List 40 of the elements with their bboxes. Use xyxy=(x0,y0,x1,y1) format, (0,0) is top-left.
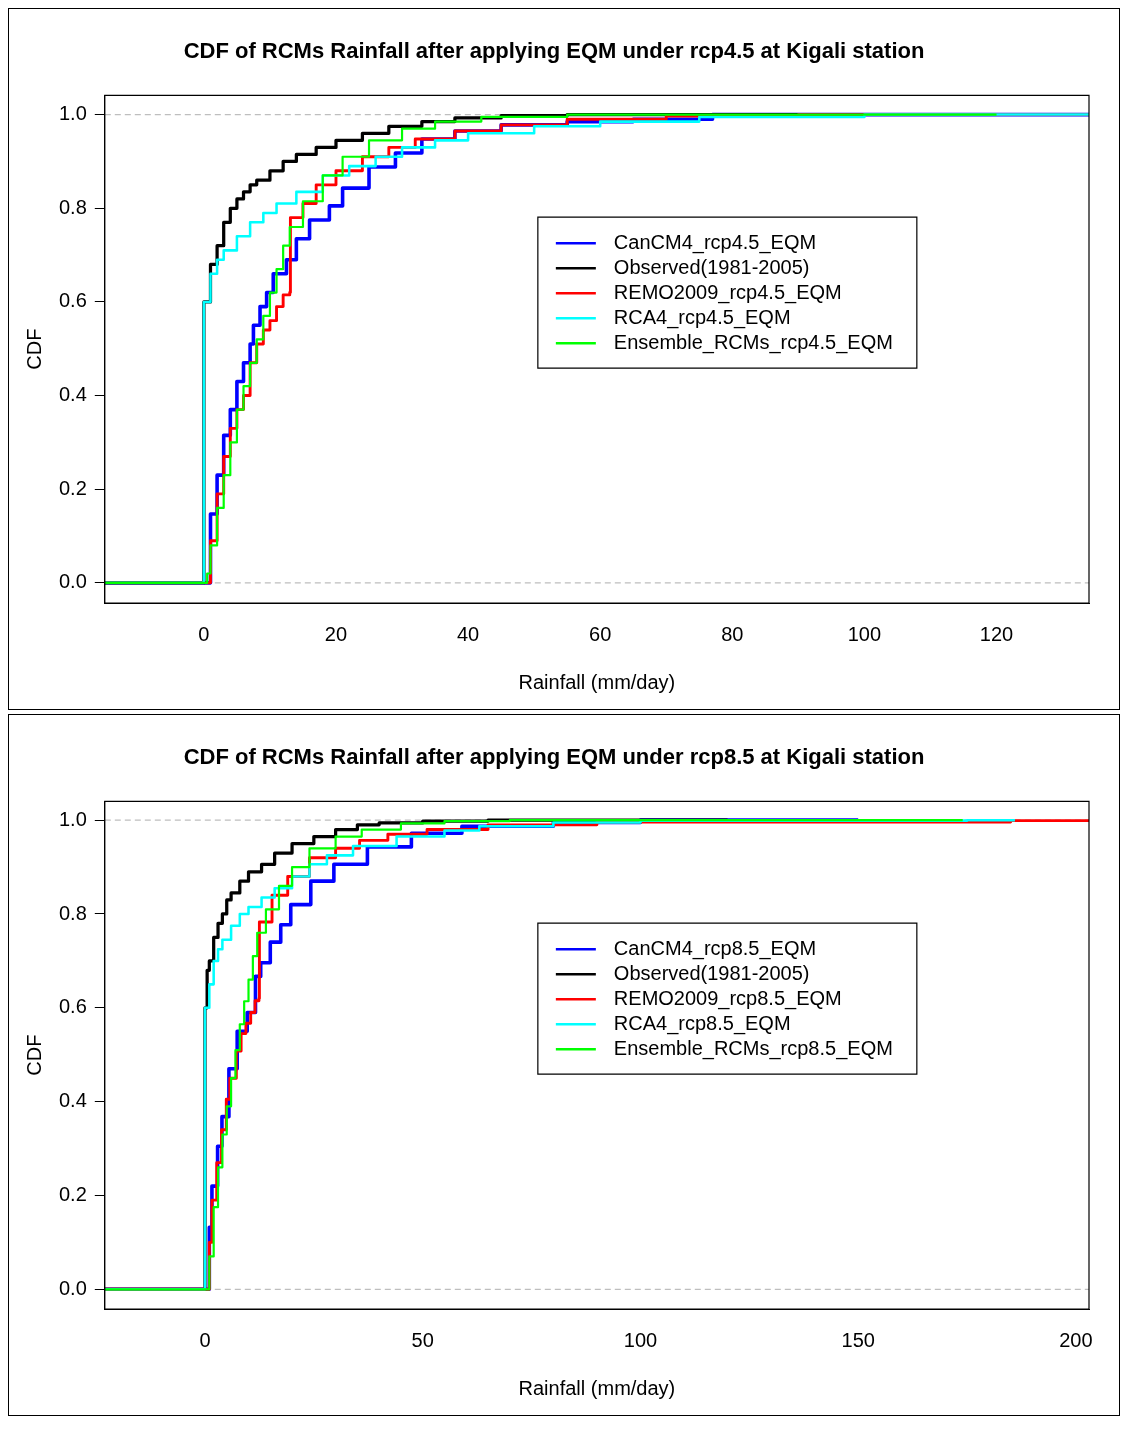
y-tick-label: 0.4 xyxy=(58,1089,87,1112)
legend-label: RCA4_rcp8.5_EQM xyxy=(613,1011,791,1035)
legend-label: Observed(1981-2005) xyxy=(613,255,810,278)
chart-title: CDF of RCMs Rainfall after applying EQM under rcp4.5 at Kigali station xyxy=(183,38,925,64)
y-axis-title: CDF xyxy=(22,328,45,370)
y-tick-label: 0.4 xyxy=(58,383,87,406)
y-tick-label: 0.2 xyxy=(58,476,87,499)
x-tick-label: 100 xyxy=(623,1328,658,1351)
legend-label: Ensemble_RCMs_rcp8.5_EQM xyxy=(613,1036,893,1060)
legend-label: REMO2009_rcp8.5_EQM xyxy=(613,986,842,1010)
y-tick-label: 1.0 xyxy=(58,102,87,125)
y-tick-label: 0.0 xyxy=(58,570,87,593)
x-tick-label: 50 xyxy=(411,1328,434,1351)
legend-label: RCA4_rcp4.5_EQM xyxy=(613,305,791,329)
legend-label: CanCM4_rcp8.5_EQM xyxy=(613,936,817,960)
x-tick-label: 200 xyxy=(1059,1328,1093,1351)
x-tick-label: 40 xyxy=(456,622,480,645)
x-tick-label: 0 xyxy=(199,1328,211,1351)
x-tick-label: 0 xyxy=(198,622,210,645)
x-tick-label: 60 xyxy=(589,622,612,645)
legend-label: CanCM4_rcp4.5_EQM xyxy=(613,230,817,254)
y-tick-label: 0.6 xyxy=(58,995,87,1018)
x-tick-label: 150 xyxy=(841,1328,875,1351)
y-tick-label: 1.0 xyxy=(58,807,87,830)
legend-label: REMO2009_rcp4.5_EQM xyxy=(613,280,842,304)
x-tick-label: 80 xyxy=(721,622,744,645)
x-tick-label: 100 xyxy=(847,622,882,645)
y-axis-title: CDF xyxy=(22,1034,45,1076)
chart-title: CDF of RCMs Rainfall after applying EQM under rcp8.5 at Kigali station xyxy=(183,744,925,770)
y-tick-label: 0.6 xyxy=(58,289,87,312)
x-axis-title: Rainfall (mm/day) xyxy=(518,670,676,693)
x-axis-title: Rainfall (mm/day) xyxy=(518,1376,676,1399)
x-tick-label: 20 xyxy=(324,622,348,645)
y-tick-label: 0.0 xyxy=(58,1276,87,1299)
legend-label: Observed(1981-2005) xyxy=(613,961,810,984)
legend-label: Ensemble_RCMs_rcp4.5_EQM xyxy=(613,330,893,354)
y-tick-label: 0.8 xyxy=(58,195,87,218)
y-tick-label: 0.2 xyxy=(58,1182,87,1205)
y-tick-label: 0.8 xyxy=(58,901,87,924)
x-tick-label: 120 xyxy=(979,622,1014,645)
